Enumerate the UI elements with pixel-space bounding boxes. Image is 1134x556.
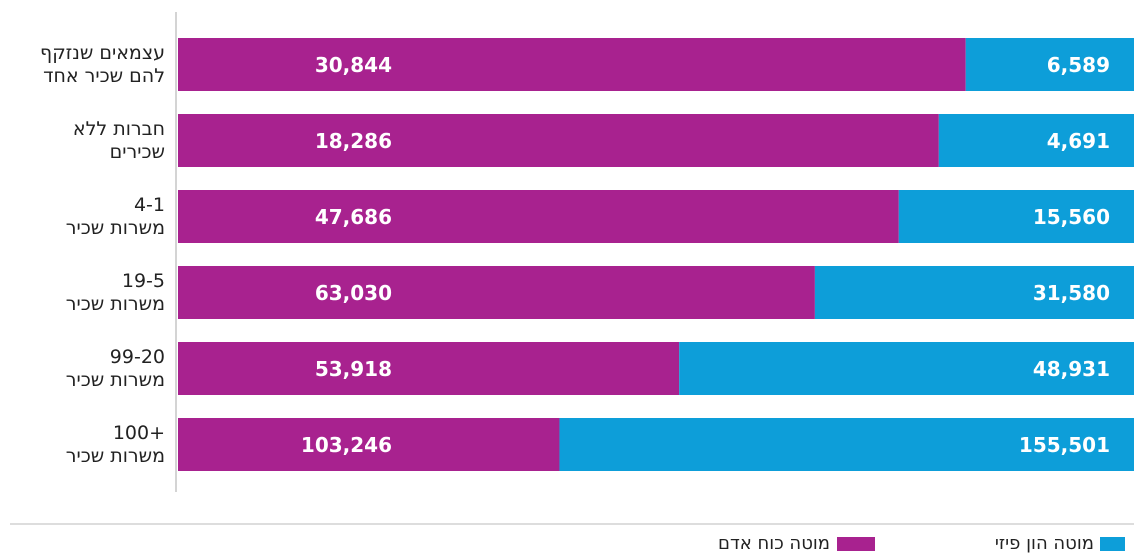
legend-label: מוטה הון פיזי (994, 533, 1094, 554)
category-label: +100 משרות שכיר (65, 421, 165, 467)
bar-segment (178, 114, 939, 167)
value-label: 63,030 (314, 280, 392, 305)
value-label: 6,589 (1046, 52, 1110, 77)
value-label: 30,844 (314, 52, 392, 77)
bar-segment (178, 418, 560, 471)
value-label: 15,560 (1032, 204, 1110, 229)
bar-segment (965, 38, 1134, 91)
bar-segment (898, 190, 1134, 243)
legend-swatch (837, 537, 875, 551)
legend-swatch (1100, 537, 1125, 551)
value-label: 18,286 (314, 128, 392, 153)
category-label: עצמאים שנזקף להם שכיר אחד (40, 41, 165, 87)
bar-segment (679, 342, 1134, 395)
legend-label: מוטה כוח אדם (718, 533, 830, 554)
bar-segment (178, 38, 966, 91)
bar-segment (178, 266, 815, 319)
value-label: 103,246 (300, 432, 392, 457)
category-label: 4-1 משרות שכיר (65, 193, 165, 239)
category-label: חברות ללא שכירים (72, 117, 165, 163)
category-label: 19-5 משרות שכיר (65, 269, 165, 315)
bar-segment (178, 190, 899, 243)
value-label: 47,686 (314, 204, 392, 229)
bar-segment (938, 114, 1134, 167)
value-label: 31,580 (1032, 280, 1110, 305)
bar-segment (178, 342, 680, 395)
value-label: 53,918 (314, 356, 392, 381)
value-label: 48,931 (1032, 356, 1110, 381)
value-label: 155,501 (1018, 432, 1110, 457)
bar-segment (559, 418, 1134, 471)
category-label: 99-20 משרות שכיר (65, 345, 165, 391)
value-label: 4,691 (1046, 128, 1110, 153)
bar-segment (814, 266, 1134, 319)
